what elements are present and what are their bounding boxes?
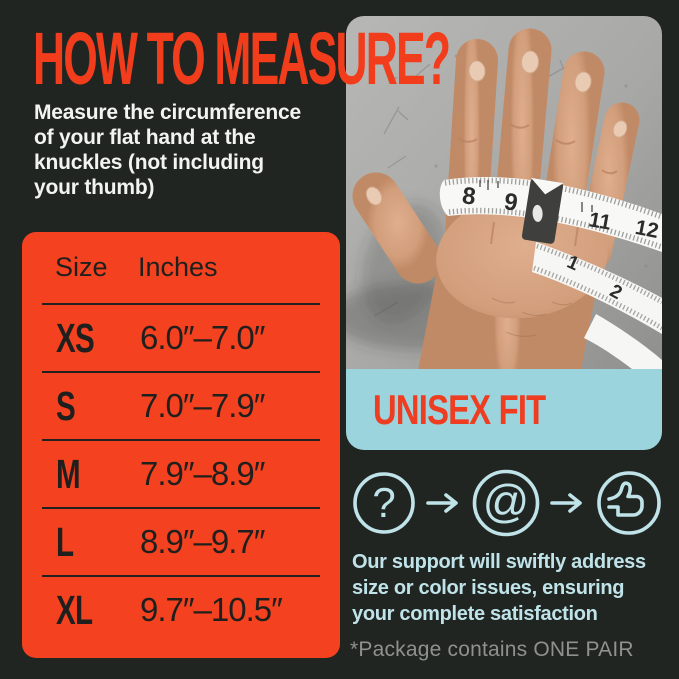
intro-line: of your flat hand at the [34,126,256,149]
hand-measure-illustration: 8 9 11 12 1 2 [346,16,662,369]
size-cell: XS [56,314,95,361]
intro-text: Measure the circumference of your flat h… [34,100,301,200]
inches-cell: 8.9″–9.7″ [140,523,265,560]
unisex-fit-panel: UNISEX FIT [346,369,662,450]
size-chart: Size Inches XS 6.0″–7.0″ S 7.0″–7.9″ M 7… [22,232,340,658]
measuring-tape: 8 9 11 12 1 2 [439,176,662,369]
table-row: L 8.9″–9.7″ [42,507,320,575]
intro-line: knuckles (not including [34,151,264,174]
size-cell: S [56,382,76,429]
photo-scene: 8 9 11 12 1 2 [346,16,662,369]
palm [436,193,608,319]
intro-line: your thumb) [34,176,155,199]
inches-cell: 6.0″–7.0″ [140,319,265,356]
table-row: S 7.0″–7.9″ [42,371,320,439]
tape-number: 11 [587,208,613,235]
question-circle-icon: ? [353,472,415,534]
fingernails [365,50,628,206]
svg-text:@: @ [483,475,530,527]
support-line: size or color issues, ensuring [352,577,625,599]
unisex-fit-label: UNISEX FIT [373,385,546,433]
size-cell: M [56,450,81,497]
tape-number: 12 [633,216,660,243]
size-cell: L [56,518,74,565]
tape-number: 8 [461,182,478,210]
support-line: Our support will swiftly address [352,551,646,573]
inches-cell: 9.7″–10.5″ [140,591,283,628]
tape-band-lower [532,242,662,334]
svg-text:?: ? [372,479,395,526]
hand-texture-lines [491,297,573,338]
table-row: XS 6.0″–7.0″ [42,303,320,371]
thumbs-up-icon [597,471,661,535]
inches-cell: 7.0″–7.9″ [140,387,265,424]
tape-clip [521,177,564,244]
tape-hatch [444,177,662,220]
support-text: Our support will swiftly address size or… [352,549,646,627]
arrow-right-icon [426,493,458,513]
support-icons-row: ? @ [351,467,663,539]
hand-measure-photo: 8 9 11 12 1 2 [346,16,662,369]
column-header-size: Size [55,252,108,282]
tape-number: 9 [502,188,519,217]
email-at-icon: @ [472,469,540,537]
table-row: M 7.9″–8.9″ [42,439,320,507]
size-chart-header: Size Inches [42,232,320,303]
tape-band-wrist [584,314,662,369]
page-title: HOW TO MEASURE? [33,17,451,100]
tape-ticks [479,180,593,212]
inches-cell: 7.9″–8.9″ [140,455,265,492]
package-note: *Package contains ONE PAIR [350,638,634,661]
size-cell: XL [56,586,93,633]
intro-line: Measure the circumference [34,101,301,124]
column-header-inches: Inches [138,252,218,282]
table-row: XL 9.7″–10.5″ [42,575,320,643]
arrow-right-icon [550,493,582,513]
support-line: your complete satisfaction [352,603,598,625]
